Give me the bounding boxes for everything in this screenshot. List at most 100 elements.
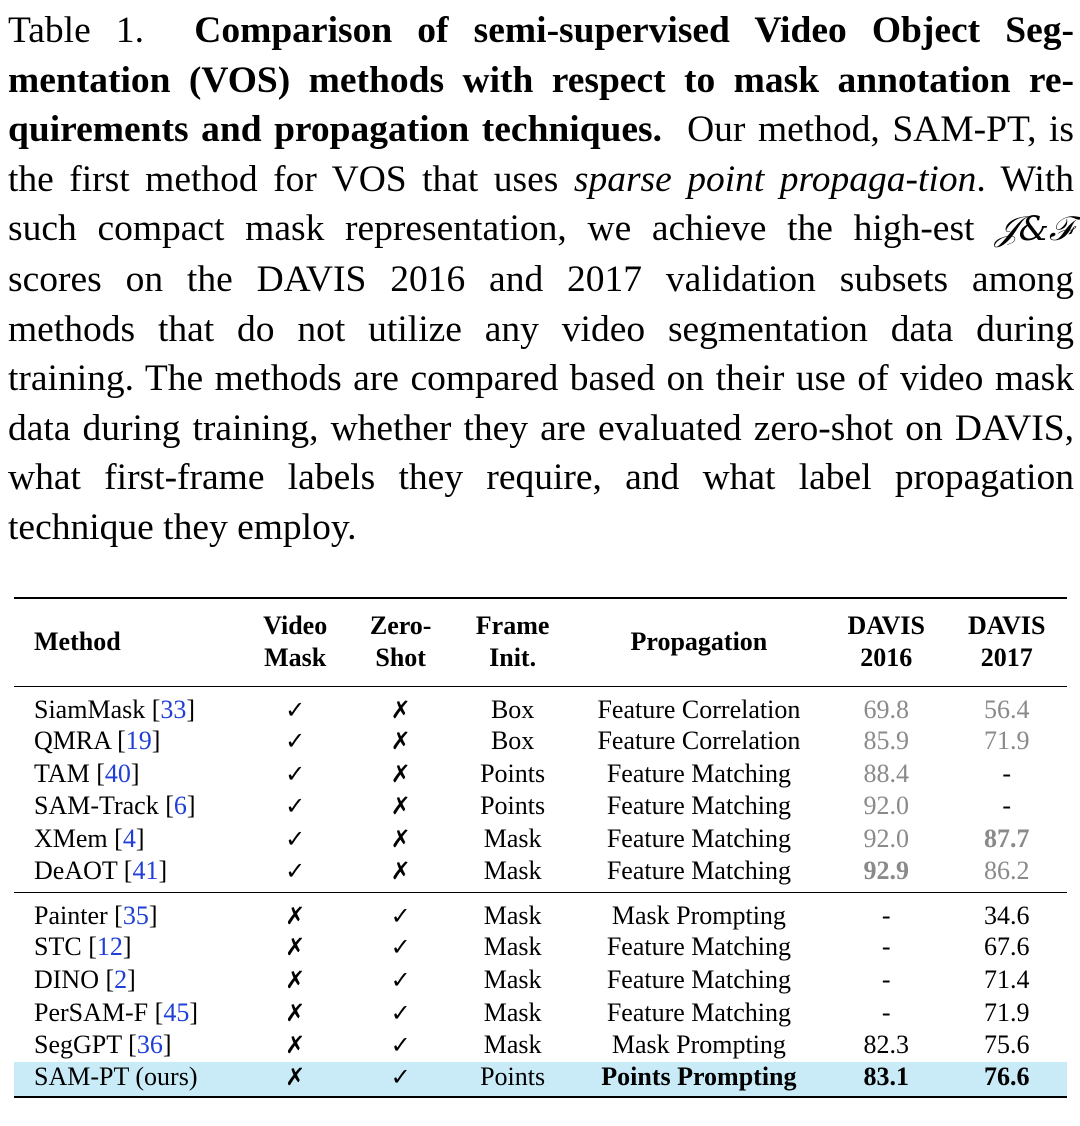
cell-davis-2016: 82.3 [863, 1030, 909, 1060]
cell-frame-init: Mask [483, 997, 542, 1027]
cell-method: QMRA [19] [34, 725, 161, 755]
cell-frame-init: Mask [483, 932, 542, 962]
table-row: QMRA [19] ✓ ✗ Box Feature Correlation 85.9 71.… [14, 725, 1067, 758]
table-row: Painter [35] ✗ ✓ Mask Mask Prompting - 34.6 [14, 892, 1067, 931]
cell-frame-init: Box [490, 725, 535, 755]
cell-video-mask: ✗ [285, 901, 306, 930]
cell-davis-2017: 75.6 [983, 1030, 1030, 1060]
header-davis-2017: DAVIS 2017 [967, 611, 1046, 673]
cell-davis-2016: - [881, 997, 891, 1027]
cell-method: SegGPT [36] [34, 1030, 172, 1060]
comparison-table: Method Video Mask Zero- Shot Frame Init. Pr… [14, 597, 1067, 1098]
header-zero-shot: Zero- Shot [369, 611, 432, 673]
cell-method: SAM-PT (ours) [14, 1061, 243, 1097]
cell-davis-2016: 85.9 [863, 725, 909, 755]
method-name: QMRA [34, 725, 111, 755]
cell-zero-shot: ✗ [390, 792, 411, 821]
cell-propagation: Feature Correlation [597, 725, 801, 755]
cell-davis-2017: 71.4 [983, 964, 1030, 994]
cell-method: XMem [4] [34, 824, 145, 854]
method-name: STC [34, 932, 82, 962]
citation-link[interactable]: 4 [122, 824, 136, 854]
cell-method: STC [12] [34, 932, 132, 962]
cell-frame-init: Mask [483, 1030, 542, 1060]
table-caption: Table 1. Comparison of semi-supervised V… [8, 6, 1074, 553]
cell-video-mask: ✓ [285, 792, 306, 821]
table-row: SegGPT [36] ✗ ✓ Mask Mask Prompting 82.3 75.6 [14, 1029, 1067, 1062]
method-name: Painter [34, 900, 108, 930]
cell-propagation: Feature Matching [606, 855, 791, 885]
table-row: SiamMask [33] ✓ ✗ Box Feature Correlation 69.… [14, 686, 1067, 725]
method-name: XMem [34, 824, 108, 854]
cell-propagation: Points Prompting [571, 1061, 826, 1097]
cell-method: SAM-Track [6] [34, 791, 196, 821]
citation-link[interactable]: 45 [163, 997, 190, 1027]
cell-zero-shot: ✓ [347, 1061, 454, 1097]
cell-video-mask: ✓ [285, 825, 306, 854]
cell-davis-2017: - [1002, 791, 1012, 821]
cell-propagation: Feature Matching [606, 932, 791, 962]
method-name: SegGPT [34, 1030, 122, 1060]
cell-zero-shot: ✓ [390, 1031, 411, 1060]
cell-frame-init: Points [480, 791, 546, 821]
header-method: Method [34, 627, 121, 657]
citation-link[interactable]: 6 [173, 791, 187, 821]
cell-frame-init: Mask [483, 824, 542, 854]
cell-video-mask: ✗ [285, 1031, 306, 1060]
cell-propagation: Mask Prompting [611, 900, 786, 930]
cell-frame-init: Points [480, 758, 546, 788]
header-davis-2016: DAVIS 2016 [847, 611, 926, 673]
caption-metric: 𝒥&ℱ [995, 209, 1074, 250]
table-row: DINO [2] ✗ ✓ Mask Feature Matching - 71.4 [14, 963, 1067, 996]
cell-propagation: Feature Matching [606, 964, 791, 994]
cell-zero-shot: ✓ [390, 933, 411, 962]
header-video-mask: Video Mask [263, 611, 328, 673]
cell-zero-shot: ✗ [390, 695, 411, 724]
cell-method: SiamMask [33] [34, 694, 196, 724]
method-name: SAM-Track [34, 791, 159, 821]
citation-link[interactable]: 36 [136, 1030, 163, 1060]
cell-method: DINO [2] [34, 964, 136, 994]
cell-propagation: Mask Prompting [611, 1030, 786, 1060]
header-propagation: Propagation [630, 627, 768, 657]
cell-frame-init: Points [453, 1061, 572, 1097]
cell-davis-2016: 92.9 [863, 855, 909, 885]
cell-method: DeAOT [41] [34, 855, 168, 885]
cell-propagation: Feature Correlation [597, 694, 801, 724]
cell-video-mask: ✓ [285, 856, 306, 885]
cell-davis-2016: 88.4 [863, 758, 909, 788]
caption-text-1: Our method, SAM-PT, is the first method … [8, 109, 1074, 200]
citation-link[interactable]: 2 [114, 964, 128, 994]
citation-link[interactable]: 19 [125, 725, 152, 755]
citation-link[interactable]: 33 [160, 694, 187, 724]
cell-method: PerSAM-F [45] [34, 997, 198, 1027]
cell-davis-2017: 67.6 [983, 932, 1030, 962]
citation-link[interactable]: 40 [104, 758, 131, 788]
cell-davis-2016: 83.1 [826, 1061, 947, 1097]
cell-davis-2017: 56.4 [983, 694, 1030, 724]
cell-propagation: Feature Matching [606, 997, 791, 1027]
header-row: Method Video Mask Zero- Shot Frame Init. Pr… [14, 598, 1067, 686]
cell-zero-shot: ✓ [390, 965, 411, 994]
cell-zero-shot: ✗ [390, 856, 411, 885]
citation-link[interactable]: 35 [122, 900, 149, 930]
cell-davis-2017: 71.9 [983, 997, 1030, 1027]
cell-propagation: Feature Matching [606, 791, 791, 821]
table-row: XMem [4] ✓ ✗ Mask Feature Matching 92.0 87.7 [14, 823, 1067, 856]
cell-davis-2017: 34.6 [983, 900, 1030, 930]
cell-frame-init: Mask [483, 964, 542, 994]
table-row: STC [12] ✗ ✓ Mask Feature Matching - 67.6 [14, 931, 1067, 964]
cell-davis-2017: - [1002, 758, 1012, 788]
cell-video-mask: ✓ [285, 726, 306, 755]
table-row: DeAOT [41] ✓ ✗ Mask Feature Matching 92.9 86.2 [14, 856, 1067, 893]
caption-label: Table 1. [8, 10, 144, 51]
method-name: DeAOT [34, 855, 118, 885]
cell-davis-2017: 87.7 [983, 824, 1030, 854]
table-group-zero-shot: Painter [35] ✗ ✓ Mask Mask Prompting -34.6 STC… [14, 892, 1067, 1097]
cell-davis-2017: 76.6 [946, 1061, 1067, 1097]
citation-link[interactable]: 12 [96, 932, 123, 962]
caption-text-3: scores on the DAVIS 2016 and 2017 valida… [8, 258, 1074, 548]
citation-link[interactable]: 41 [132, 855, 159, 885]
table-row-highlighted: SAM-PT (ours) ✗ ✓ Points Points Prompting 83.… [14, 1061, 1067, 1097]
header-frame-init: Frame Init. [475, 611, 550, 673]
